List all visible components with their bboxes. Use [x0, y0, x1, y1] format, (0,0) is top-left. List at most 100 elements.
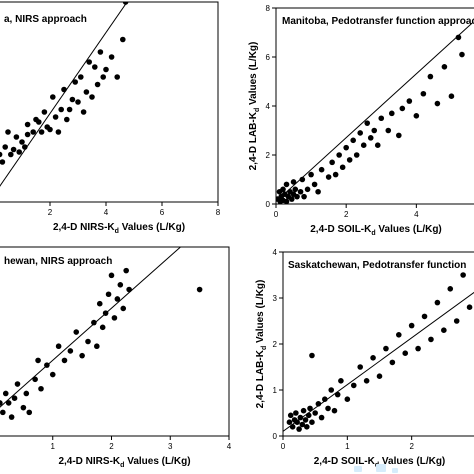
x-tick-label: 1	[345, 442, 350, 451]
data-point	[24, 131, 31, 138]
data-point	[86, 59, 92, 65]
x-tick-label: 3	[168, 442, 173, 451]
x-tick-label: 4	[227, 442, 232, 451]
watermark-logo	[354, 464, 398, 473]
data-point	[383, 345, 389, 352]
data-point	[406, 98, 413, 104]
data-point	[55, 343, 62, 350]
data-point	[38, 385, 44, 392]
data-point	[280, 186, 286, 193]
data-point	[13, 134, 20, 140]
data-point	[315, 401, 322, 407]
data-point	[73, 329, 80, 335]
data-point	[111, 315, 118, 321]
data-point	[11, 395, 18, 402]
data-point	[421, 313, 428, 320]
x-axis-title-subscript: d	[371, 230, 375, 237]
data-point	[396, 132, 402, 139]
y-axis-title-main: 2,4-D LAB-K	[248, 111, 259, 170]
data-point	[374, 142, 381, 148]
data-point	[120, 36, 126, 43]
data-point	[357, 130, 364, 136]
data-point	[96, 300, 103, 307]
x-axis-title-main: 2,4-D SOIL-K	[310, 224, 372, 235]
x-tick-label: 2	[344, 210, 349, 219]
y-tick-label: 3	[273, 294, 278, 303]
data-point	[67, 348, 74, 354]
data-point	[0, 151, 3, 158]
x-tick-label: 4	[414, 210, 419, 219]
panel-title: a, NIRS approach	[4, 14, 87, 25]
x-axis-title-main: 2,4-D SOIL-K	[314, 456, 376, 467]
y-axis-title-unit: Values (L/Kg)	[255, 280, 266, 346]
data-point	[315, 188, 321, 195]
data-point	[47, 126, 53, 133]
data-point	[35, 357, 41, 364]
x-tick-label: 2	[109, 442, 114, 451]
data-point	[408, 322, 415, 329]
data-point	[58, 106, 64, 113]
data-point	[308, 171, 314, 178]
data-point	[325, 174, 332, 180]
data-point	[357, 364, 364, 370]
y-axis-title-unit: Values (L/Kg)	[248, 42, 259, 108]
data-points	[0, 267, 203, 420]
x-tick-label: 1	[51, 442, 56, 451]
y-tick-label: 0	[273, 432, 278, 441]
y-tick-label: 6	[266, 53, 271, 62]
data-point	[350, 137, 356, 144]
data-point	[415, 345, 421, 352]
data-point	[283, 198, 290, 204]
data-point	[94, 343, 100, 350]
x-axis-title: 2,4-D NIRS-Kd Values (L/Kg)	[58, 456, 190, 469]
data-point	[302, 417, 309, 423]
plot-panel-1: 2 4 6 8 a, NIRS approach 2,4-D NIRS-Kd Values…	[0, 1, 221, 235]
data-point	[304, 424, 310, 430]
x-axis-title-main: 2,4-D NIRS-K	[58, 456, 120, 467]
data-point	[78, 74, 84, 80]
data-point	[309, 352, 315, 359]
watermark-block	[354, 466, 362, 472]
data-point	[311, 181, 318, 188]
data-point	[0, 400, 3, 406]
y-axis-title: 2,4-D LAB-Kd Values (L/Kg)	[255, 280, 268, 409]
x-tick-label: 0	[281, 442, 286, 451]
data-point	[38, 129, 45, 135]
data-point	[30, 129, 36, 135]
y-axis-title-subscript: d	[254, 108, 261, 112]
data-point	[5, 400, 12, 406]
data-point	[420, 90, 427, 97]
data-point	[72, 79, 78, 85]
data-point	[293, 410, 299, 416]
data-point	[196, 286, 203, 293]
data-point	[312, 410, 318, 416]
y-tick-label: 4	[273, 248, 278, 257]
data-point	[328, 387, 335, 393]
data-point	[126, 286, 132, 293]
panel-title: Manitoba, Pedotransfer function approac	[282, 16, 474, 27]
data-point	[49, 371, 56, 378]
data-point	[287, 412, 294, 419]
data-points	[0, 2, 129, 165]
data-point	[288, 196, 295, 202]
x-axis-title-subscript: d	[120, 462, 124, 469]
x-axis-title-unit: Values (L/Kg)	[119, 222, 185, 233]
data-point	[286, 419, 293, 426]
data-point	[376, 373, 383, 380]
data-point	[23, 390, 30, 397]
data-point	[309, 419, 315, 426]
data-point	[94, 81, 101, 88]
data-point	[447, 286, 454, 292]
x-axis-title: 2,4-D NIRS-Kd Values (L/Kg)	[53, 222, 185, 235]
data-point	[103, 66, 109, 73]
data-point	[448, 93, 455, 99]
data-point	[64, 116, 70, 123]
data-point	[79, 352, 85, 359]
data-point	[318, 414, 325, 421]
data-point	[290, 179, 297, 185]
panel-title: hewan, NIRS approach	[4, 256, 112, 267]
x-tick-label: 0	[274, 210, 279, 219]
data-point	[466, 304, 473, 311]
panel-title: Saskatchewan, Pedotransfer function	[288, 260, 466, 271]
data-point	[389, 359, 396, 366]
